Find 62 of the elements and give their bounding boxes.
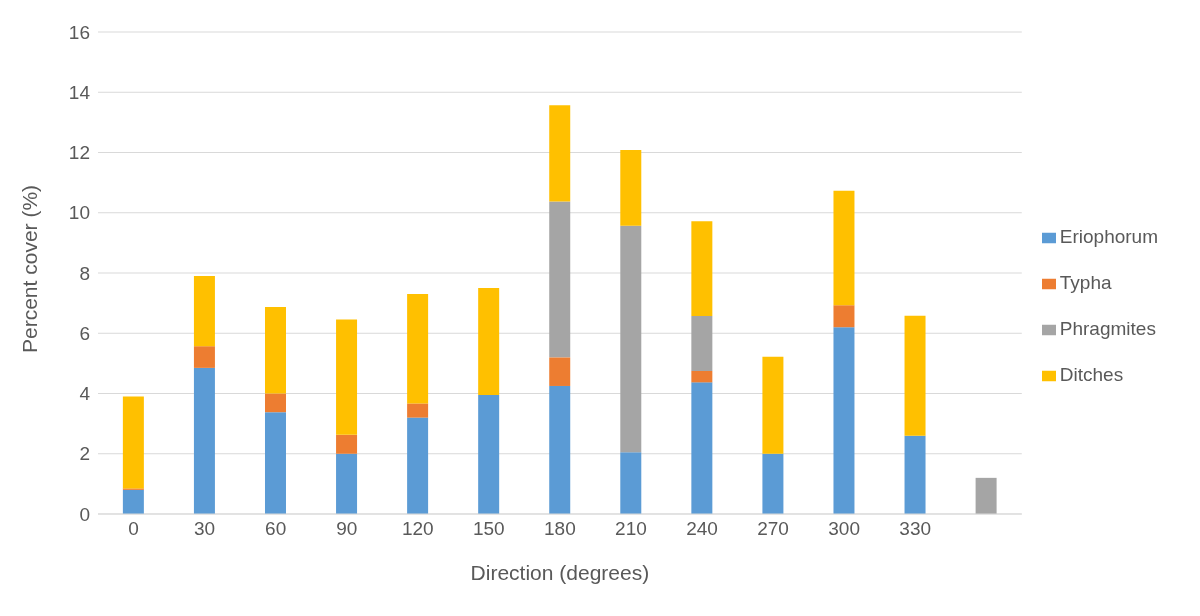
bar bbox=[336, 453, 358, 514]
y-tick-label: 2 bbox=[79, 443, 90, 465]
y-tick-label: 16 bbox=[68, 21, 90, 43]
x-tick-label: 300 bbox=[828, 518, 860, 540]
bar bbox=[691, 370, 713, 383]
bar bbox=[407, 294, 429, 404]
bar bbox=[264, 307, 286, 394]
bar bbox=[478, 395, 500, 514]
y-axis-title: Percent cover (%) bbox=[18, 184, 42, 353]
bar bbox=[264, 412, 286, 514]
bar bbox=[193, 367, 215, 514]
bar bbox=[122, 396, 144, 489]
bar bbox=[620, 225, 642, 453]
x-tick-label: 60 bbox=[265, 518, 287, 540]
x-tick-label: 210 bbox=[615, 518, 647, 540]
bar bbox=[691, 382, 713, 514]
bar bbox=[691, 316, 713, 371]
bar bbox=[833, 190, 855, 306]
x-tick-label: 120 bbox=[401, 518, 434, 540]
bar bbox=[407, 417, 429, 514]
bar bbox=[193, 346, 215, 368]
y-tick-label: 6 bbox=[79, 322, 90, 344]
x-tick-label: 270 bbox=[757, 518, 789, 540]
bar bbox=[549, 385, 571, 514]
bar bbox=[478, 288, 500, 396]
x-tick-label: 150 bbox=[472, 518, 505, 540]
bar bbox=[620, 150, 642, 226]
bar bbox=[549, 357, 571, 386]
x-tick-label: 180 bbox=[544, 518, 576, 540]
bar bbox=[833, 305, 855, 328]
legend-label: Ditches bbox=[1059, 364, 1124, 385]
bar bbox=[549, 105, 571, 202]
bar bbox=[549, 201, 571, 358]
bar bbox=[762, 453, 784, 514]
bar bbox=[193, 276, 215, 347]
y-tick-label: 10 bbox=[68, 202, 90, 224]
y-tick-label: 4 bbox=[79, 383, 91, 405]
y-tick-label: 8 bbox=[79, 262, 90, 284]
y-tick-label: 12 bbox=[68, 142, 90, 164]
x-tick-label: 90 bbox=[336, 518, 358, 540]
bar bbox=[975, 477, 997, 514]
bar bbox=[407, 403, 429, 418]
bar bbox=[762, 356, 784, 454]
bar bbox=[620, 452, 642, 514]
bar bbox=[904, 315, 926, 436]
bar bbox=[336, 319, 358, 435]
x-axis-title: Direction (degrees) bbox=[470, 561, 650, 584]
y-tick-label: 14 bbox=[68, 82, 91, 103]
x-tick-label: 240 bbox=[686, 518, 718, 540]
bar bbox=[122, 489, 144, 514]
legend-label: Phragmites bbox=[1059, 318, 1156, 339]
bar bbox=[264, 393, 286, 413]
bar bbox=[336, 434, 358, 454]
legend-label: Eriophorum bbox=[1059, 226, 1158, 247]
x-tick-label: 0 bbox=[128, 518, 139, 540]
bar bbox=[691, 221, 713, 317]
legend-label: Typha bbox=[1059, 272, 1112, 293]
x-tick-label: 30 bbox=[194, 518, 216, 540]
bar bbox=[904, 435, 926, 514]
x-tick-label: 330 bbox=[899, 518, 932, 540]
bar bbox=[833, 327, 855, 514]
y-tick-label: 0 bbox=[79, 503, 90, 525]
